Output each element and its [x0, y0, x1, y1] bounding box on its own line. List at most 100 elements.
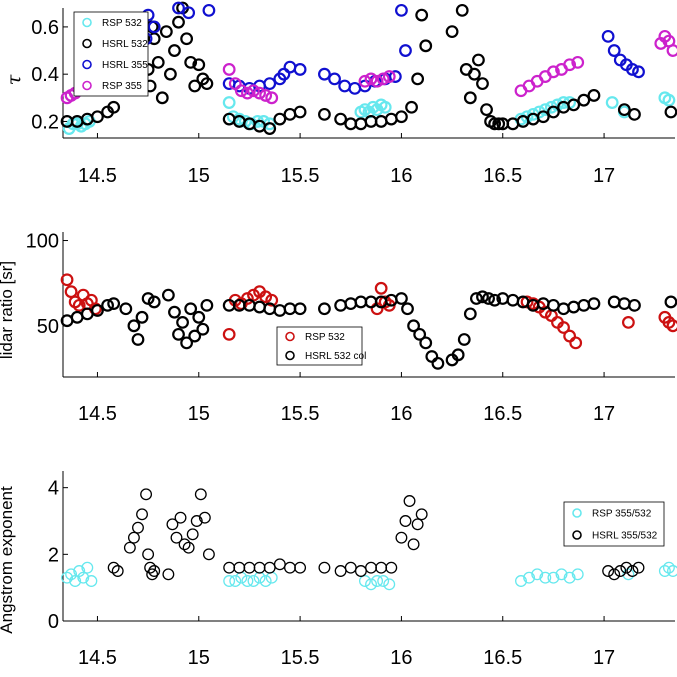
data-point: [178, 538, 191, 551]
data-point: [338, 79, 352, 93]
legend-label: HSRL 355/532: [592, 531, 658, 542]
data-point: [180, 336, 194, 350]
data-point: [563, 329, 577, 343]
data-point: [399, 44, 412, 57]
data-point: [605, 96, 619, 109]
data-point: [455, 3, 469, 17]
panel-1: 14.5 15 15.5 16 16.5 17 0.2 0.4 0.6 τ RSP 532 HSRL …: [3, 1, 677, 187]
x-tick-label: 17: [593, 647, 615, 669]
data-point: [107, 297, 121, 311]
data-point: [334, 565, 347, 577]
data-point: [607, 295, 621, 309]
data-point: [608, 568, 621, 581]
y-tick-label: 0.6: [31, 17, 59, 39]
data-point: [371, 575, 384, 587]
data-point: [188, 79, 202, 93]
y-tick-label: 50: [37, 316, 59, 338]
data-point: [192, 310, 206, 324]
data-point: [241, 575, 254, 587]
data-point: [166, 518, 179, 531]
data-point: [253, 571, 266, 584]
data-point: [85, 575, 98, 587]
data-point: [354, 295, 368, 309]
data-point: [161, 288, 175, 302]
data-point: [407, 319, 420, 333]
data-point: [539, 571, 552, 584]
data-point: [415, 8, 429, 22]
data-point: [538, 103, 552, 117]
legend-marker: [82, 17, 92, 28]
data-point: [176, 316, 189, 329]
x-tick-label: 14.5: [78, 403, 117, 425]
data-point: [407, 538, 420, 551]
data-point: [621, 316, 635, 329]
data-point: [563, 571, 576, 584]
data-point: [162, 568, 175, 581]
y-axis-label: Angstrom exponent: [0, 486, 16, 634]
data-point: [202, 548, 215, 561]
data-point: [364, 295, 378, 309]
data-point: [463, 307, 477, 321]
data-point: [131, 333, 145, 346]
x-tick-label: 15: [188, 403, 210, 425]
data-point: [60, 273, 74, 287]
data-point: [476, 77, 489, 91]
data-point: [401, 302, 414, 316]
data-point: [571, 568, 584, 581]
x-tick-label: 16.5: [483, 165, 522, 187]
data-point: [263, 561, 276, 574]
data-point: [107, 100, 121, 114]
data-point: [445, 25, 459, 39]
data-point: [467, 67, 481, 81]
data-point: [273, 304, 287, 317]
data-point: [626, 63, 639, 76]
data-point: [334, 112, 348, 126]
data-point: [182, 6, 196, 20]
data-point: [364, 72, 378, 86]
data-point: [136, 508, 148, 521]
legend-marker: [285, 350, 295, 361]
data-point: [318, 107, 331, 121]
x-tick-label: 16: [390, 647, 412, 669]
x-tick-label: 15: [188, 647, 210, 669]
data-point: [415, 508, 428, 521]
data-point: [385, 561, 398, 574]
x-tick-label: 14.5: [78, 647, 117, 669]
data-point: [200, 298, 214, 312]
data-point: [283, 302, 297, 316]
data-point: [506, 117, 520, 131]
data-point: [666, 319, 677, 333]
data-point: [375, 561, 388, 574]
legend-marker: [82, 59, 92, 70]
data-point: [293, 105, 307, 119]
data-point: [419, 336, 433, 350]
data-point: [632, 561, 645, 574]
data-point: [358, 74, 372, 88]
legend-marker: [572, 530, 582, 540]
data-point: [328, 72, 341, 86]
data-point: [273, 112, 287, 126]
data-point: [190, 515, 203, 527]
data-point: [666, 44, 677, 57]
data-point: [164, 67, 177, 81]
data-point: [354, 117, 368, 131]
x-tick-label: 15.5: [281, 647, 320, 669]
data-point: [457, 333, 471, 346]
data-point: [334, 298, 348, 312]
legend: RSP 532 HSRL 532 HSRL 355 RSP 355: [73, 11, 149, 97]
data-point: [620, 561, 633, 574]
x-tick-label: 16.5: [483, 403, 522, 425]
series-1: [62, 91, 676, 135]
data-point: [492, 117, 506, 131]
data-point: [151, 55, 165, 69]
data-point: [547, 65, 560, 79]
x-tick-label: 14.5: [78, 165, 117, 187]
data-point: [241, 86, 254, 100]
data-point: [123, 541, 136, 554]
data-point: [617, 103, 631, 117]
data-point: [234, 84, 248, 98]
data-point: [348, 81, 362, 95]
x-tick-label: 16: [390, 165, 412, 187]
data-point: [318, 561, 331, 574]
data-point: [91, 110, 104, 124]
